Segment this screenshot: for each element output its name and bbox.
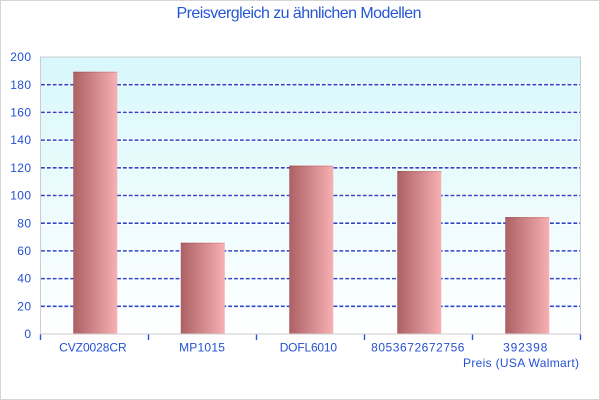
svg-text:140: 140: [10, 133, 31, 147]
svg-text:40: 40: [17, 272, 31, 286]
svg-text:160: 160: [10, 106, 31, 120]
svg-text:Preisvergleich zu ähnlichen Mo: Preisvergleich zu ähnlichen Modellen: [177, 5, 422, 22]
svg-text:0: 0: [24, 327, 31, 341]
svg-text:CVZ0028CR: CVZ0028CR: [59, 341, 127, 355]
svg-text:Preis (USA Walmart): Preis (USA Walmart): [463, 356, 579, 370]
svg-text:8053672672756: 8053672672756: [371, 341, 465, 355]
svg-text:100: 100: [10, 189, 31, 203]
svg-text:MP1015: MP1015: [179, 341, 225, 355]
svg-text:392398: 392398: [503, 341, 548, 355]
svg-text:180: 180: [10, 78, 31, 92]
svg-text:DOFL6010: DOFL6010: [280, 341, 338, 355]
svg-text:120: 120: [10, 161, 31, 175]
svg-text:20: 20: [17, 299, 31, 313]
svg-text:200: 200: [10, 50, 31, 64]
svg-text:60: 60: [17, 244, 31, 258]
svg-text:80: 80: [17, 216, 31, 230]
